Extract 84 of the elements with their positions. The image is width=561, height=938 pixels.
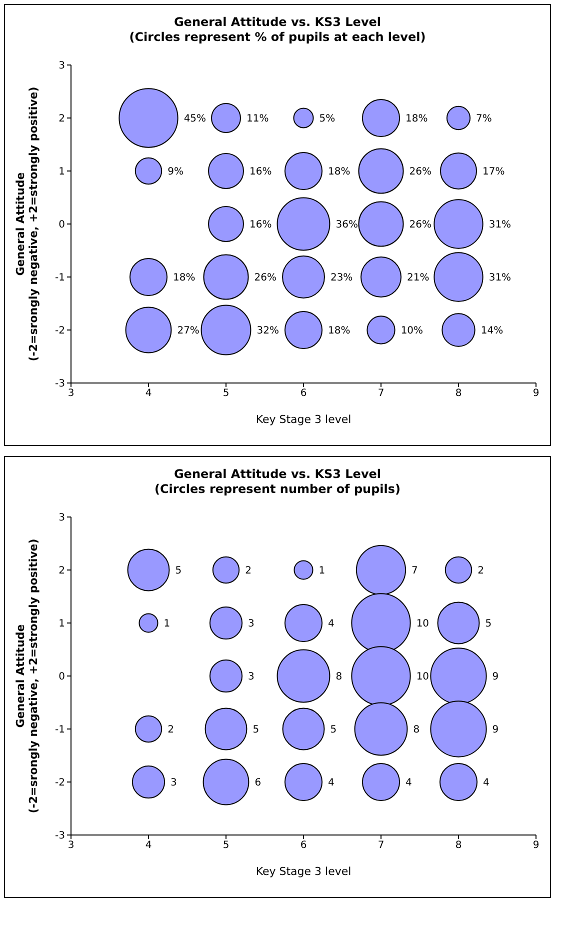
y-tick-label: 0 [58,672,65,683]
x-tick-label: 5 [222,840,230,852]
x-tick-label: 5 [222,388,230,400]
y-tick-label: 3 [58,512,65,524]
data-label: 7% [476,114,492,124]
data-label: 4 [483,778,490,788]
data-label: 8 [413,724,420,736]
data-label: 5 [485,618,492,630]
x-tick-label: 4 [145,840,152,852]
data-label: 18% [406,114,428,124]
x-tick-label: 3 [68,388,74,400]
y-tick-label: 1 [58,618,65,630]
data-label: 9% [168,166,184,178]
y-tick-label: 2 [58,114,65,125]
x-tick-label: 4 [145,388,152,400]
data-label: 18% [173,272,196,284]
data-label: 32% [256,326,279,336]
data-label: 2 [478,566,484,576]
y-tick-label: -2 [55,326,65,337]
data-label: 3 [248,672,254,682]
data-label: 3 [248,618,254,630]
x-axis-title: Key Stage 3 level [256,413,352,426]
data-label: 1 [164,618,170,630]
data-label: 45% [184,114,206,124]
data-label: 7 [412,566,418,576]
y-tick-label: 3 [58,60,65,72]
y-tick-label: -3 [55,378,65,390]
y-tick-label: 2 [58,566,65,577]
data-label: 2 [245,566,252,576]
data-label: 4 [328,778,334,788]
x-axis-title: Key Stage 3 level [256,865,352,878]
data-label: 31% [488,220,512,230]
y-tick-label: -1 [55,272,65,284]
data-label: 1 [318,566,326,576]
y-tick-label: -3 [55,830,65,842]
y-tick-label: -1 [55,724,65,736]
data-label: 26% [409,166,432,178]
chart-subtitle: (Circles represent number of pupils) [153,482,402,497]
x-tick-label: 8 [455,388,462,400]
data-label: 10% [400,326,424,336]
x-tick-label: 6 [300,388,307,400]
data-label: 16% [249,220,272,230]
data-label: 31% [488,272,512,284]
y-axis-title: General Attitude (-2=srongly negative, +2=strongly positive) [14,86,40,362]
data-label: 5 [175,566,182,576]
x-tick-label: 7 [378,840,384,852]
data-label: 4 [406,778,412,788]
x-tick-label: 3 [68,840,74,852]
data-label: 10 [416,618,430,630]
data-label: 9 [492,724,499,736]
data-label: 23% [330,272,353,284]
chart-title: General Attitude vs. KS3 Level [172,467,382,482]
chart-title: General Attitude vs. KS3 Level [172,15,382,30]
data-label: 27% [177,326,200,336]
x-tick-label: 7 [378,388,384,400]
y-tick-label: -2 [55,778,65,789]
x-tick-label: 9 [532,388,540,400]
data-label: 26% [254,272,277,284]
data-label: 8 [336,672,342,682]
y-axis-title: General Attitude (-2=srongly negative, +2=strongly positive) [14,538,40,814]
chart-subtitle: (Circles represent % of pupils at each level) [128,30,427,45]
data-label: 9 [492,672,499,682]
data-label: 5 [330,724,337,736]
x-tick-label: 9 [532,840,540,852]
data-label: 2 [168,724,174,736]
data-label: 16% [249,166,272,178]
data-label: 26% [409,220,432,230]
x-tick-label: 6 [300,840,307,852]
data-label: 21% [407,272,430,284]
data-label: 11% [246,114,269,124]
data-label: 5 [252,724,260,736]
data-label: 18% [328,326,350,336]
data-label: 14% [480,326,504,336]
data-label: 10 [416,672,430,682]
y-tick-label: 1 [58,166,65,178]
data-label: 4 [328,618,334,630]
x-tick-label: 8 [455,840,462,852]
data-label: 6 [254,778,262,788]
data-label: 18% [328,166,350,178]
data-label: 5% [319,114,336,124]
data-label: 17% [482,166,505,178]
data-label: 36% [336,220,358,230]
y-tick-label: 0 [58,220,65,231]
data-label: 3 [170,778,177,788]
